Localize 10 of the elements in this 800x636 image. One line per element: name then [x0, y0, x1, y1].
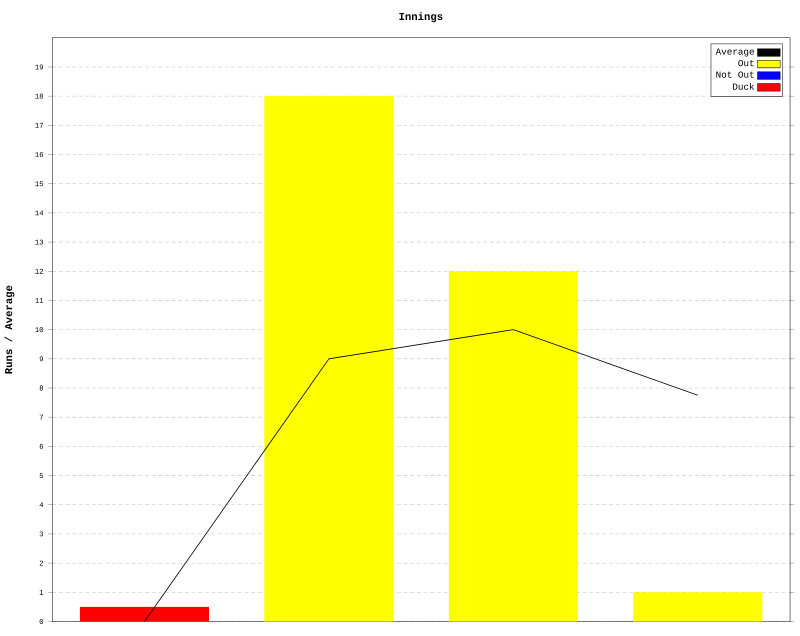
bar [448, 271, 578, 622]
bar [264, 96, 394, 622]
y-axis-title: Runs / Average [4, 285, 14, 374]
bar [80, 606, 210, 622]
bar [633, 592, 762, 622]
chart-title: Innings [399, 12, 442, 22]
legend-label: Average [716, 48, 754, 56]
legend-label: Duck [733, 82, 754, 90]
legend-label: Out [738, 60, 754, 66]
legend-label: Not Out [716, 71, 754, 78]
